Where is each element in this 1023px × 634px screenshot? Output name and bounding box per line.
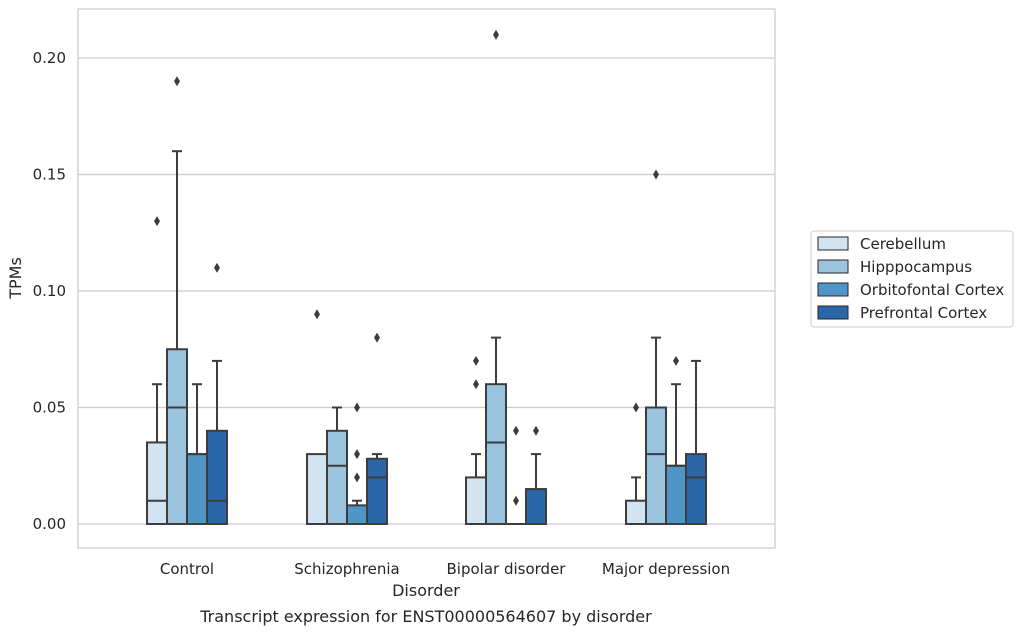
- outlier-point: [314, 309, 320, 320]
- y-axis-title: TPMs: [6, 257, 25, 300]
- box-body: [166, 348, 188, 525]
- box-cerebellum: [465, 355, 487, 525]
- box-body: [366, 457, 388, 526]
- legend-label: Orbitofontal Cortex: [860, 281, 1004, 299]
- y-tick-label: 0.15: [33, 166, 66, 184]
- box-body: [625, 499, 647, 526]
- outlier-point: [493, 29, 499, 40]
- outlier-point: [513, 495, 519, 506]
- box-body: [665, 464, 687, 525]
- legend-label: Cerebellum: [860, 235, 946, 253]
- box-body: [306, 453, 328, 526]
- box-orbitofontal-cortex: [665, 355, 687, 525]
- x-tick-labels: Control Schizophrenia Bipolar disorder Majo…: [160, 560, 730, 578]
- box-cerebellum: [146, 216, 168, 526]
- outlier-point: [174, 76, 180, 87]
- outlier-point: [673, 355, 679, 366]
- y-tick-label: 0.20: [33, 49, 66, 67]
- x-tick-label: Schizophrenia: [294, 560, 399, 578]
- legend-label: Hipppocampus: [860, 258, 972, 276]
- box-hipppocampus: [166, 76, 188, 525]
- legend-swatch: [817, 236, 849, 251]
- x-tick-label: Major depression: [602, 560, 730, 578]
- box-prefrontal-cortex: [206, 262, 228, 525]
- box-orbitofontal-cortex: [346, 402, 368, 525]
- box-prefrontal-cortex: [525, 425, 547, 525]
- box-prefrontal-cortex: [366, 332, 388, 526]
- box-body: [186, 453, 208, 526]
- outlier-point: [513, 425, 519, 436]
- box-orbitofontal-cortex: [506, 425, 526, 525]
- box-hipppocampus: [326, 406, 348, 525]
- legend-swatch: [817, 282, 849, 297]
- box-body: [465, 476, 487, 525]
- legend-swatch: [817, 305, 849, 320]
- y-tick-label: 0.05: [33, 399, 66, 417]
- box-cerebellum: [306, 309, 328, 526]
- outlier-point: [354, 449, 360, 460]
- legend-swatch: [817, 259, 849, 274]
- box-hipppocampus: [485, 29, 507, 526]
- box-prefrontal-cortex: [685, 359, 707, 526]
- box-body: [346, 504, 368, 525]
- box-body: [206, 429, 228, 525]
- outlier-point: [473, 355, 479, 366]
- box-orbitofontal-cortex: [186, 383, 208, 526]
- outlier-point: [354, 402, 360, 413]
- boxes: [146, 29, 707, 526]
- legend-items: Cerebellum Hipppocampus Orbitofontal Corte…: [817, 235, 1004, 322]
- x-axis-title: Disorder: [392, 581, 460, 600]
- plot-frame: [77, 8, 776, 549]
- legend-label: Prefrontal Cortex: [860, 304, 987, 322]
- legend: Cerebellum Hipppocampus Orbitofontal Corte…: [810, 230, 1014, 328]
- outlier-point: [354, 472, 360, 483]
- outlier-point: [633, 402, 639, 413]
- x-tick-label: Bipolar disorder: [447, 560, 567, 578]
- x-tick-label: Control: [160, 560, 214, 578]
- outlier-point: [154, 216, 160, 227]
- chart-caption: Transcript expression for ENST0000056460…: [199, 607, 652, 626]
- outlier-point: [533, 425, 539, 436]
- box-body: [146, 441, 168, 526]
- box-body: [326, 429, 348, 525]
- outlier-point: [214, 262, 220, 273]
- box-body: [645, 406, 667, 525]
- box-body: [525, 488, 547, 525]
- outlier-point: [653, 169, 659, 180]
- outlier-point: [374, 332, 380, 343]
- y-tick-label: 0.00: [33, 515, 66, 533]
- y-tick-labels: 0.00 0.05 0.10 0.15 0.20: [33, 49, 66, 533]
- outlier-point: [473, 379, 479, 390]
- legend-frame: [810, 230, 1014, 328]
- box-hipppocampus: [645, 169, 667, 525]
- y-tick-label: 0.10: [33, 282, 66, 300]
- box-body: [485, 383, 507, 526]
- box-cerebellum: [625, 402, 647, 526]
- box-body: [685, 453, 707, 526]
